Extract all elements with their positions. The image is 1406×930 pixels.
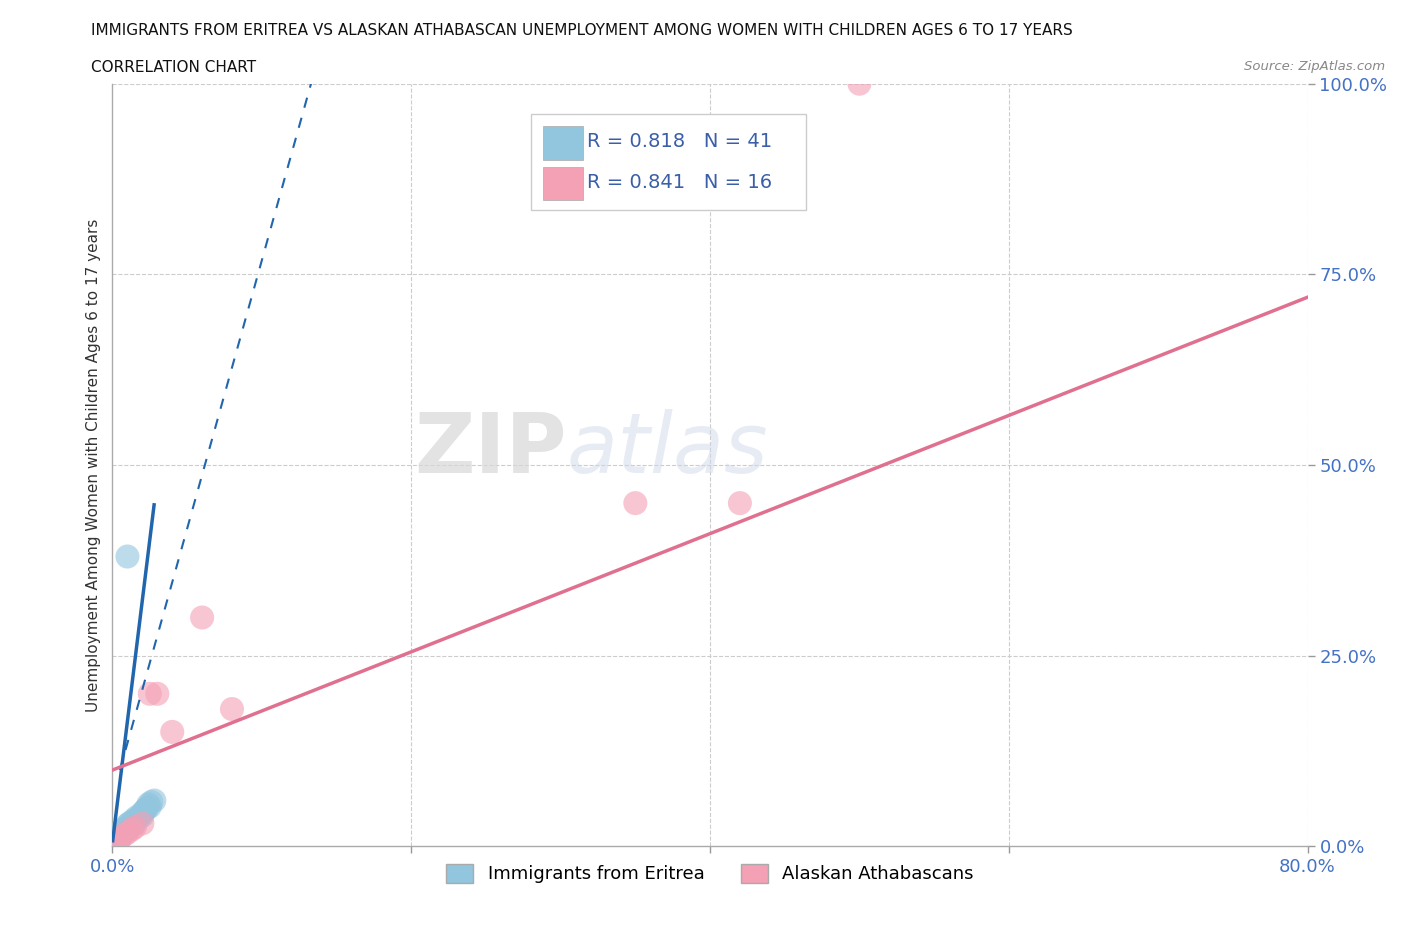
Point <box>146 686 169 701</box>
Point <box>101 837 124 852</box>
Point <box>141 794 163 809</box>
Point <box>101 837 124 852</box>
FancyBboxPatch shape <box>531 114 806 209</box>
Point <box>125 810 148 825</box>
Point <box>114 822 135 837</box>
Point <box>132 804 155 818</box>
Point <box>728 496 751 511</box>
Point <box>101 833 124 848</box>
Point <box>104 831 127 846</box>
Point <box>221 701 243 716</box>
Point <box>129 807 152 822</box>
Point <box>117 822 139 837</box>
Point <box>108 831 131 846</box>
Point <box>111 825 134 840</box>
Y-axis label: Unemployment Among Women with Children Ages 6 to 17 years: Unemployment Among Women with Children A… <box>86 219 101 711</box>
Point <box>101 839 124 854</box>
Point <box>121 815 143 830</box>
Text: R = 0.818   N = 41: R = 0.818 N = 41 <box>586 132 772 151</box>
Point <box>121 822 143 837</box>
Legend: Immigrants from Eritrea, Alaskan Athabascans: Immigrants from Eritrea, Alaskan Athabas… <box>439 857 981 891</box>
Point <box>131 816 153 830</box>
Point <box>143 793 166 808</box>
Point <box>108 825 131 840</box>
Point <box>117 549 139 564</box>
Point <box>117 817 139 832</box>
Text: CORRELATION CHART: CORRELATION CHART <box>91 60 256 75</box>
Point <box>118 816 141 830</box>
Point <box>624 496 647 511</box>
Point <box>104 835 127 850</box>
Point <box>134 803 156 817</box>
Point <box>114 828 135 843</box>
Point <box>117 825 139 840</box>
Point <box>101 834 124 849</box>
Point <box>848 76 870 91</box>
Point <box>138 797 160 812</box>
Point <box>105 828 128 843</box>
Point <box>101 839 124 854</box>
Point <box>191 610 214 625</box>
Point <box>120 820 142 835</box>
Point <box>105 830 128 844</box>
Point <box>122 813 145 828</box>
Point <box>105 835 128 850</box>
Point <box>108 831 131 846</box>
Point <box>139 799 162 814</box>
Point <box>110 827 132 842</box>
Point <box>135 801 157 816</box>
Point <box>101 835 124 850</box>
Point <box>124 816 146 830</box>
Point <box>115 820 138 835</box>
Point <box>128 810 150 825</box>
FancyBboxPatch shape <box>543 126 583 160</box>
Point <box>107 829 129 844</box>
Point <box>101 839 124 854</box>
Point <box>131 808 153 823</box>
Text: R = 0.841   N = 16: R = 0.841 N = 16 <box>586 173 772 192</box>
Text: ZIP: ZIP <box>415 409 567 490</box>
Point <box>114 824 135 839</box>
Point <box>139 686 162 701</box>
Text: atlas: atlas <box>567 409 768 490</box>
Point <box>101 839 124 854</box>
Text: IMMIGRANTS FROM ERITREA VS ALASKAN ATHABASCAN UNEMPLOYMENT AMONG WOMEN WITH CHIL: IMMIGRANTS FROM ERITREA VS ALASKAN ATHAB… <box>91 23 1073 38</box>
Point <box>124 820 146 835</box>
Point <box>101 832 124 847</box>
Point <box>101 839 124 854</box>
FancyBboxPatch shape <box>543 166 583 200</box>
Text: Source: ZipAtlas.com: Source: ZipAtlas.com <box>1244 60 1385 73</box>
Point <box>162 724 183 739</box>
